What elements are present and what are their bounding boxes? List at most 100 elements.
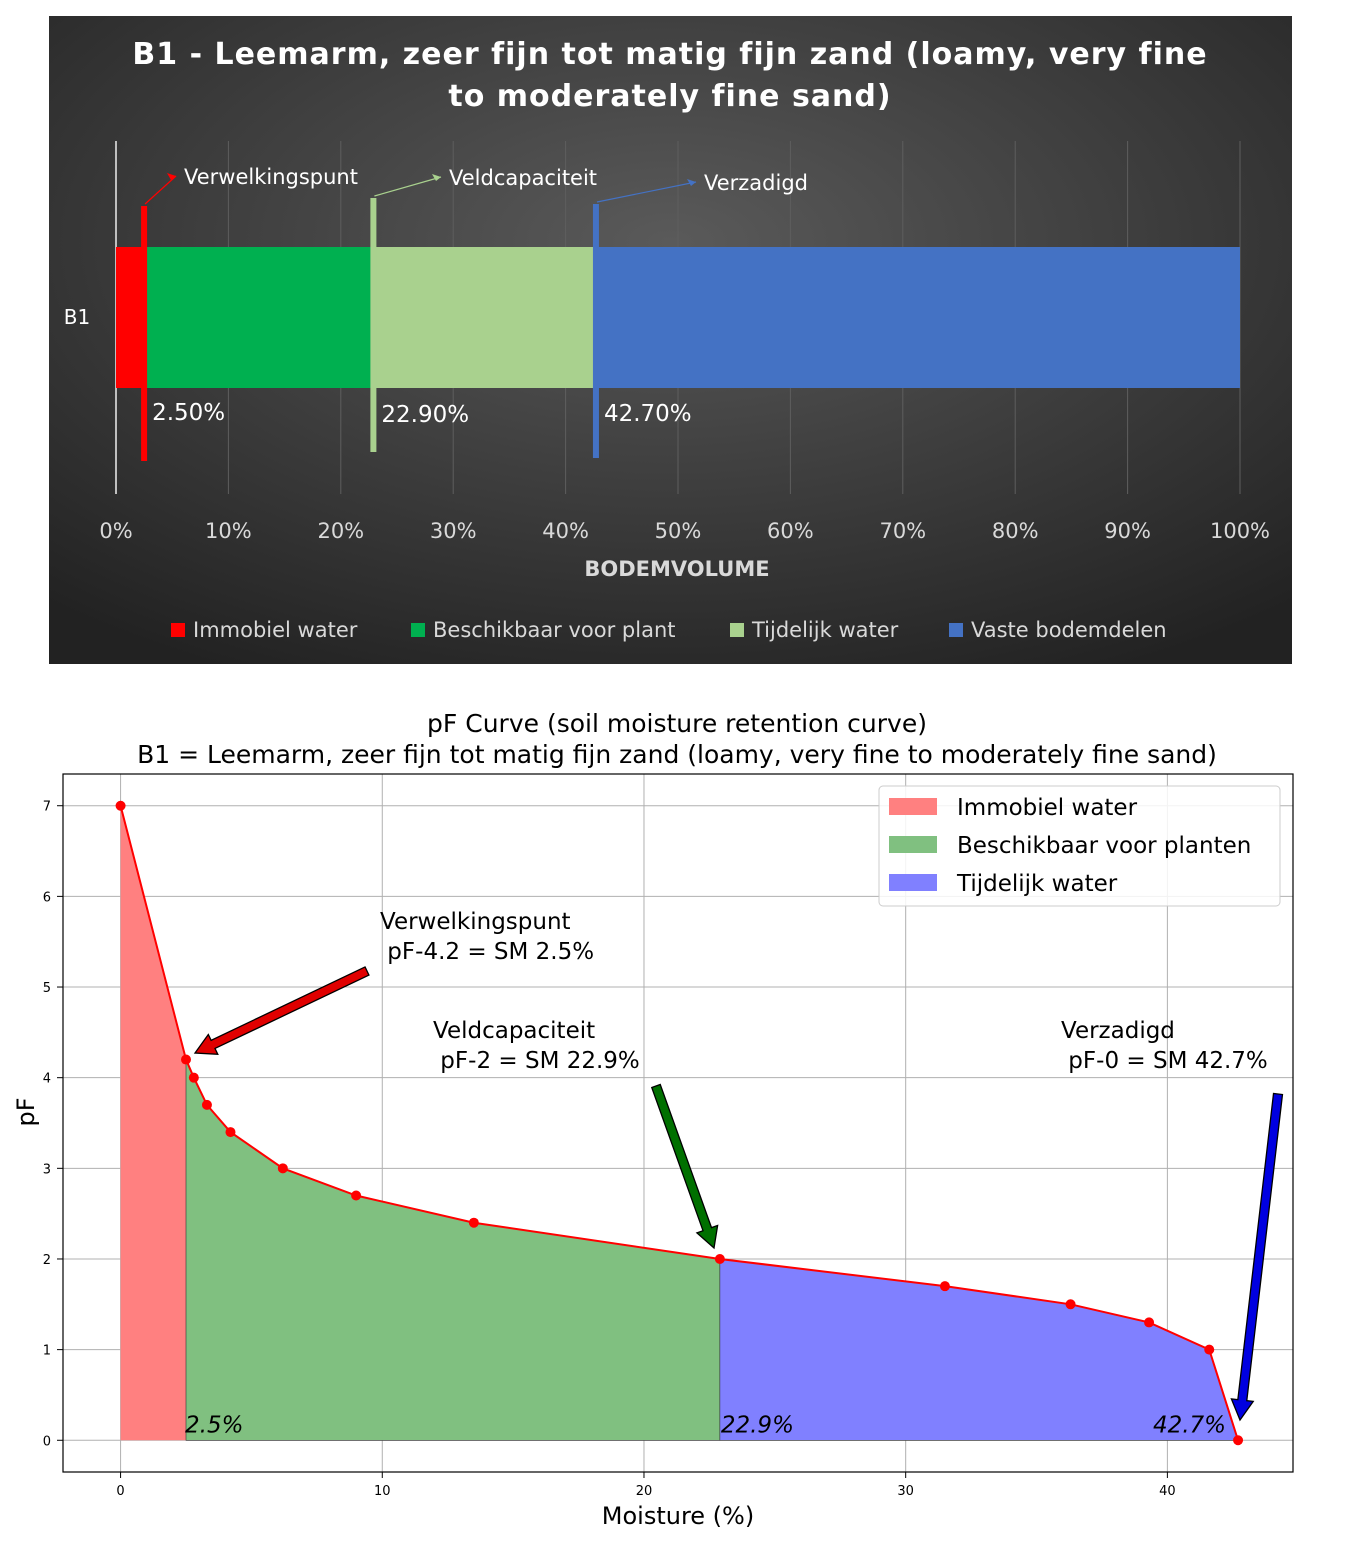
chart2-y-tick-label: 7 xyxy=(43,800,51,815)
chart2-regions xyxy=(120,805,1239,1441)
chart1-legend-label: Immobiel water xyxy=(193,618,358,642)
chart1-marker-arrowhead xyxy=(432,174,441,181)
chart1-bar-segment xyxy=(595,247,1240,388)
chart2-subtitle: B1 = Leemarm, zeer fijn tot matig fijn z… xyxy=(137,740,1217,769)
chart1-bars xyxy=(116,247,1240,388)
chart1-x-tick-label: 20% xyxy=(317,519,364,543)
chart1-marker-value-label: 42.70% xyxy=(604,401,692,427)
chart2-legend-label: Immobiel water xyxy=(957,795,1138,821)
soil-volume-bar-chart: B1 - Leemarm, zeer fijn tot matig fijn z… xyxy=(49,16,1292,664)
chart2-legend-swatch xyxy=(889,836,937,853)
chart1-marker-value-label: 2.50% xyxy=(152,400,225,426)
chart1-legend-swatch xyxy=(949,623,963,637)
chart2-curve-point xyxy=(181,1054,191,1065)
chart2-y-tick-label: 1 xyxy=(43,1344,51,1359)
chart1-x-tick-labels: 0% 10% 20% 30% 40% 50% 60% 70% 80% 90% 100% xyxy=(99,519,1270,543)
chart2-curve-point xyxy=(714,1253,725,1264)
chart1-marker-line xyxy=(592,204,599,458)
chart2-curve-point xyxy=(115,800,126,811)
chart1-x-tick-label: 0% xyxy=(99,519,132,543)
chart1-x-tick-label: 70% xyxy=(879,519,926,543)
chart2-region-fill xyxy=(120,805,186,1441)
chart1-bar-segment xyxy=(373,247,596,388)
chart2-curve-point xyxy=(1233,1435,1244,1446)
chart2-annotation-text: pF-0 = SM 42.7% xyxy=(1061,1048,1268,1074)
chart1-x-tick-label: 100% xyxy=(1210,519,1270,543)
chart1-bar-segment xyxy=(144,247,374,388)
chart2-y-tick-label: 3 xyxy=(43,1162,51,1177)
chart2-y-tick-label: 5 xyxy=(43,981,51,996)
chart2-region-fill xyxy=(185,1059,721,1441)
chart1-x-tick-label: 80% xyxy=(992,519,1039,543)
chart1-marker-leader xyxy=(144,175,177,205)
chart1-legend-swatch xyxy=(171,623,185,637)
chart1-legend-swatch xyxy=(411,623,425,637)
chart1-legend-label: Tijdelijk water xyxy=(751,618,899,642)
chart2-annotation-text: Verzadigd xyxy=(1061,1018,1175,1044)
chart2-curve-point xyxy=(277,1163,288,1174)
chart1-marker-arrowhead xyxy=(687,179,696,186)
chart2-plot-frame xyxy=(62,773,1294,1473)
chart1-category-label: B1 xyxy=(64,305,90,329)
chart2-x-tick-label: 40 xyxy=(1159,1484,1176,1499)
chart2-axes: 0 10 20 30 40 0 1 2 3 4 5 6 7 xyxy=(43,773,1294,1499)
chart2-curve-point xyxy=(201,1099,212,1110)
chart2-x-tick-label: 10 xyxy=(374,1484,391,1499)
chart1-marker-arrowhead xyxy=(167,173,176,180)
chart1-marker-leader xyxy=(596,181,697,203)
chart1-x-axis-label: BODEMVOLUME xyxy=(584,557,769,581)
chart1-bar-segment xyxy=(116,247,145,388)
chart2-y-tick-label: 2 xyxy=(43,1253,51,1268)
chart2-legend: Immobiel water Beschikbaar voor planten Ti… xyxy=(878,785,1281,907)
chart2-value-label: 2.5% xyxy=(185,1412,243,1438)
chart2-y-axis-label: pF xyxy=(12,1097,40,1126)
chart2-y-tick-label: 0 xyxy=(43,1434,51,1449)
chart1-marker-label: Veldcapaciteit xyxy=(449,166,597,190)
chart1-x-tick-label: 50% xyxy=(655,519,702,543)
chart2-title: pF Curve (soil moisture retention curve) xyxy=(427,709,927,738)
chart2-y-tick-label: 4 xyxy=(43,1072,51,1087)
chart1-x-tick-label: 10% xyxy=(205,519,252,543)
chart1-x-tick-label: 60% xyxy=(767,519,814,543)
chart2-curve-point xyxy=(225,1127,236,1138)
chart2-curve-point xyxy=(1204,1344,1215,1355)
chart2-curve-point xyxy=(468,1217,479,1228)
chart1-marker-line xyxy=(370,198,377,452)
chart1-title-line-1: B1 - Leemarm, zeer fijn tot matig fijn z… xyxy=(132,37,1207,72)
chart2-annotation-arrow xyxy=(193,966,370,1056)
chart2-curve-line xyxy=(119,805,1239,1441)
chart1-legend: Immobiel water Beschikbaar voor plant Tijd… xyxy=(171,618,1167,642)
chart1-legend-label: Beschikbaar voor plant xyxy=(433,618,676,642)
chart2-y-tick-label: 6 xyxy=(43,890,51,905)
chart2-x-tick-label: 0 xyxy=(116,1484,124,1499)
chart2-annotation-text: Veldcapaciteit xyxy=(433,1018,595,1044)
chart2-annotation-arrow xyxy=(650,1083,719,1250)
pf-curve-chart: pF Curve (soil moisture retention curve)… xyxy=(12,709,1294,1530)
chart2-annotation-text: pF-2 = SM 22.9% xyxy=(433,1048,640,1074)
chart2-x-tick-label: 20 xyxy=(636,1484,653,1499)
chart1-legend-swatch xyxy=(730,623,744,637)
chart2-curve-point xyxy=(1065,1299,1076,1310)
chart2-legend-swatch xyxy=(889,874,937,891)
chart1-markers: Verwelkingspunt 2.50% Veldcapaciteit 22.90%… xyxy=(141,165,808,461)
chart1-marker-line xyxy=(141,206,148,461)
chart2-legend-label: Tijdelijk water xyxy=(956,871,1118,897)
chart1-marker-label: Verwelkingspunt xyxy=(184,165,358,189)
chart2-x-axis-label: Moisture (%) xyxy=(602,1502,754,1530)
chart1-x-tick-label: 40% xyxy=(542,519,589,543)
chart2-legend-label: Beschikbaar voor planten xyxy=(957,833,1251,859)
chart2-x-tick-label: 30 xyxy=(897,1484,914,1499)
chart2-annotation-text: pF-4.2 = SM 2.5% xyxy=(380,939,594,965)
chart2-curve-point xyxy=(1144,1317,1155,1328)
chart1-x-tick-label: 90% xyxy=(1104,519,1151,543)
chart1-marker-value-label: 22.90% xyxy=(381,402,469,428)
chart1-x-tick-label: 30% xyxy=(430,519,477,543)
chart2-annotations: Verwelkingspunt pF-4.2 = SM 2.5% Veldcapa… xyxy=(185,909,1284,1438)
chart1-marker-leader xyxy=(374,176,442,197)
chart2-annotation-arrow xyxy=(1230,1092,1284,1422)
chart1-legend-label: Vaste bodemdelen xyxy=(971,618,1167,642)
chart2-curve-point xyxy=(351,1190,362,1201)
chart1-marker-label: Verzadigd xyxy=(704,171,808,195)
chart2-legend-swatch xyxy=(889,798,937,815)
chart2-value-label: 42.7% xyxy=(1153,1412,1226,1438)
